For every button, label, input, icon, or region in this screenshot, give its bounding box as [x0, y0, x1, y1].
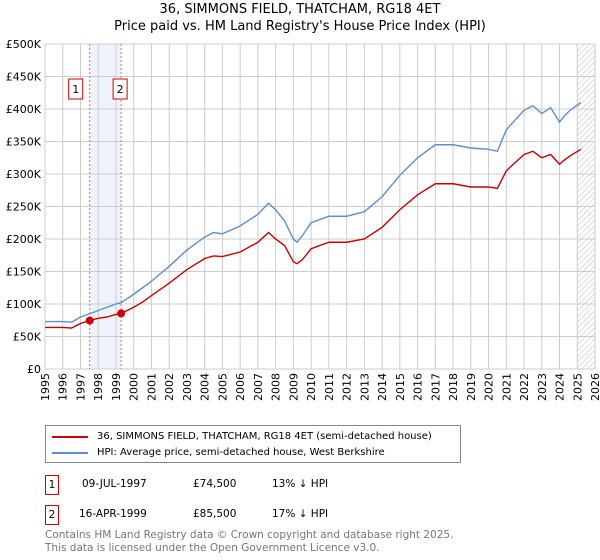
sale-hpi-diff: 13% ↓ HPI	[272, 478, 329, 490]
y-tick-label: £250K	[6, 201, 42, 214]
y-tick-label: £50K	[13, 331, 42, 344]
x-tick-label: 2007	[252, 373, 265, 401]
x-tick-label: 2018	[447, 373, 460, 401]
sale-date: 16-APR-1999	[79, 508, 147, 520]
legend-swatch-red	[52, 435, 88, 438]
series-line	[45, 101, 582, 323]
x-tick-label: 2002	[163, 373, 176, 401]
sale-label-box	[112, 78, 128, 100]
x-tick-label: 1998	[92, 373, 105, 401]
x-tick-label: 1996	[57, 373, 70, 401]
sale-badge: 2	[45, 505, 59, 525]
sale-hpi-diff: 17% ↓ HPI	[272, 508, 329, 520]
x-tick-label: 2026	[589, 373, 600, 401]
y-tick-label: £150K	[6, 266, 42, 279]
x-tick-label: 2023	[536, 373, 549, 401]
x-tick-label: 2019	[465, 373, 478, 401]
x-tick-label: 2017	[429, 373, 442, 401]
x-tick-label: 2001	[145, 373, 158, 401]
legend-label: HPI: Average price, semi-detached house,…	[97, 447, 385, 458]
sale-price: £74,500	[193, 478, 237, 490]
legend-swatch-blue	[52, 451, 88, 454]
y-tick-label: £450K	[6, 71, 42, 84]
x-tick-label: 1997	[74, 373, 87, 401]
x-tick-label: 1995	[39, 373, 52, 401]
sale-label-box	[68, 78, 84, 100]
x-tick-label: 2011	[323, 373, 336, 401]
chart-subtitle: Price paid vs. HM Land Registry's House …	[114, 19, 486, 34]
sale-label: 1	[72, 83, 79, 96]
price-chart: 1995 1996 1997 1998 1999 2000 2001 2002 2003 2004…	[6, 38, 600, 401]
x-tick-label: 2010	[305, 373, 318, 401]
x-tick-label: 1999	[110, 373, 123, 401]
chart-title: 36, SIMMONS FIELD, THATCHAM, RG18 4ET	[159, 2, 441, 17]
y-tick-label: £200K	[6, 233, 42, 246]
x-tick-label: 2003	[181, 373, 194, 401]
x-tick-label: 2012	[341, 373, 354, 401]
sale-date: 09-JUL-1997	[82, 478, 147, 490]
x-tick-label: 2015	[394, 373, 407, 401]
x-tick-label: 2008	[270, 373, 283, 401]
x-tick-label: 2020	[483, 373, 496, 401]
sale-price: £85,500	[193, 508, 237, 520]
x-tick-label: 2005	[216, 373, 229, 401]
y-tick-label: £0	[27, 363, 41, 376]
sale-label: 2	[117, 83, 124, 96]
x-tick-label: 2000	[128, 373, 141, 401]
y-tick-label: £500K	[6, 38, 42, 51]
x-tick-label: 2022	[518, 373, 531, 401]
sale-badge: 1	[45, 475, 59, 495]
legend-item-hpi: HPI: Average price, semi-detached house,…	[52, 446, 385, 459]
x-tick-label: 2004	[199, 373, 212, 401]
x-tick-label: 2009	[287, 373, 300, 401]
x-tick-label: 2006	[234, 373, 247, 401]
legend-item-property: 36, SIMMONS FIELD, THATCHAM, RG18 4ET (s…	[52, 430, 432, 443]
x-tick-label: 2016	[412, 373, 425, 401]
y-tick-label: £400K	[6, 103, 42, 116]
x-tick-label: 2021	[500, 373, 513, 401]
footer-line: Contains HM Land Registry data © Crown c…	[45, 529, 454, 541]
sale-point	[85, 316, 94, 325]
x-tick-label: 2025	[571, 373, 584, 401]
sale-point	[117, 309, 126, 318]
x-tick-label: 2024	[554, 373, 567, 401]
y-tick-label: £100K	[6, 298, 42, 311]
x-tick-label: 2013	[358, 373, 371, 401]
footer: Contains HM Land Registry data © Crown c…	[45, 529, 453, 555]
legend-label: 36, SIMMONS FIELD, THATCHAM, RG18 4ET (s…	[97, 431, 432, 442]
x-tick-label: 2014	[376, 373, 389, 401]
y-tick-label: £350K	[6, 136, 42, 149]
footer-line: This data is licensed under the Open Gov…	[45, 542, 380, 554]
y-tick-label: £300K	[6, 168, 42, 181]
legend: 36, SIMMONS FIELD, THATCHAM, RG18 4ET (s…	[45, 425, 461, 463]
